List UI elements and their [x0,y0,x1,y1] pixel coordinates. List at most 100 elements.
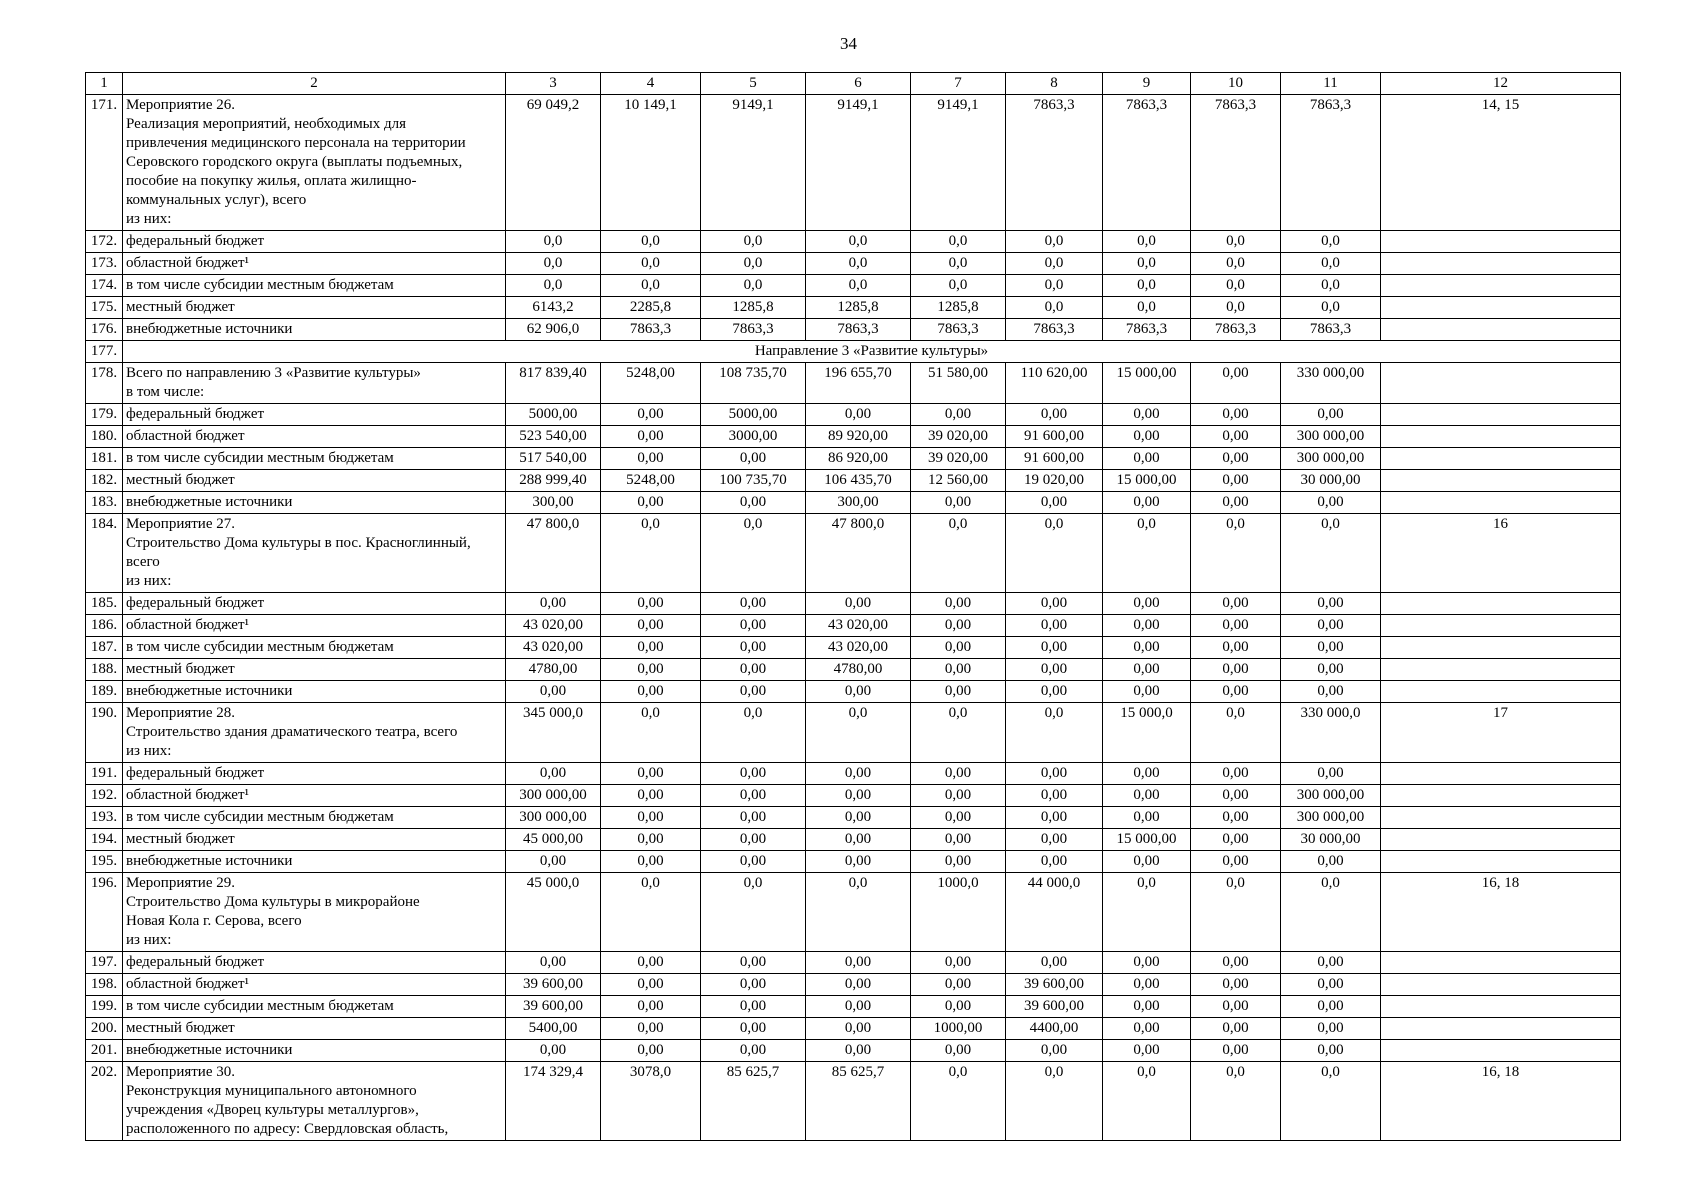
value-cell: 39 600,00 [1005,973,1103,996]
note-cell [1380,592,1621,615]
value-cell: 43 020,00 [505,614,601,637]
row-number: 172. [85,230,123,253]
note-cell [1380,318,1621,341]
value-cell: 47 800,0 [805,513,911,593]
value-cell: 0,00 [1102,995,1191,1018]
value-cell: 288 999,40 [505,469,601,492]
value-cell: 0,0 [600,513,701,593]
value-cell: 0,00 [1102,592,1191,615]
value-cell: 0,00 [1102,425,1191,448]
table-row: 200. местный бюджет 5400,00 0,00 0,00 0,00 100… [85,1017,1621,1040]
value-cell: 0,00 [1102,658,1191,681]
value-cell: 1000,0 [910,872,1006,952]
value-cell: 0,0 [600,252,701,275]
row-label: местный бюджет [122,1017,506,1040]
table-row: 198. областной бюджет¹ 39 600,00 0,00 0,00 0,… [85,973,1621,996]
value-cell: 43 020,00 [805,614,911,637]
value-cell: 0,00 [600,491,701,514]
value-cell: 0,0 [600,872,701,952]
value-cell: 0,00 [1005,491,1103,514]
label-line: в том числе субсидии местным бюджетам [126,450,394,466]
row-number: 185. [85,592,123,615]
row-number: 184. [85,513,123,593]
column-header: 12 [1380,72,1621,95]
value-cell: 0,00 [700,850,806,873]
value-cell: 91 600,00 [1005,447,1103,470]
value-cell: 0,00 [1102,636,1191,659]
table-row: 185. федеральный бюджет 0,00 0,00 0,00 0,00 0,… [85,592,1621,615]
value-cell: 0,0 [910,702,1006,763]
column-header: 3 [505,72,601,95]
value-cell: 0,0 [910,1061,1006,1141]
table-header-row: 1 2 3 4 5 6 7 8 9 10 11 12 [85,72,1621,95]
note-cell [1380,1039,1621,1062]
label-line: федеральный бюджет [126,595,265,611]
row-label: областной бюджет¹ [122,784,506,807]
value-cell: 0,00 [1005,592,1103,615]
value-cell: 0,00 [805,1039,911,1062]
value-cell: 45 000,0 [505,872,601,952]
note-cell: 16, 18 [1380,872,1621,952]
row-label: федеральный бюджет [122,592,506,615]
value-cell: 5248,00 [600,362,701,404]
row-label: федеральный бюджет [122,230,506,253]
note-cell [1380,296,1621,319]
label-line: расположенного по адресу: Свердловская о… [126,1121,449,1137]
note-cell [1380,447,1621,470]
value-cell: 0,0 [1190,274,1281,297]
value-cell: 0,00 [805,403,911,426]
value-cell: 0,00 [600,951,701,974]
value-cell: 0,0 [1280,274,1381,297]
value-cell: 1285,8 [805,296,911,319]
value-cell: 0,00 [700,806,806,829]
row-number: 171. [85,94,123,231]
value-cell: 0,00 [600,1039,701,1062]
note-cell [1380,762,1621,785]
value-cell: 0,00 [1102,447,1191,470]
value-cell: 0,00 [805,762,911,785]
value-cell: 0,00 [1190,806,1281,829]
table-row: 173. областной бюджет¹ 0,0 0,0 0,0 0,0 0,0 0,0 0… [85,252,1621,275]
row-label: внебюджетные источники [122,491,506,514]
value-cell: 0,00 [700,973,806,996]
row-number: 195. [85,850,123,873]
row-label: местный бюджет [122,828,506,851]
row-label: федеральный бюджет [122,951,506,974]
value-cell: 0,00 [700,1017,806,1040]
value-cell: 0,00 [910,995,1006,1018]
value-cell: 86 920,00 [805,447,911,470]
value-cell: 0,00 [910,784,1006,807]
value-cell: 196 655,70 [805,362,911,404]
row-number: 174. [85,274,123,297]
table-row: 199. в том числе субсидии местным бюджета… [85,995,1621,1018]
value-cell: 0,00 [1190,491,1281,514]
table-row: 187. в том числе субсидии местным бюджета… [85,636,1621,659]
label-line: в том числе субсидии местным бюджетам [126,639,394,655]
row-label: внебюджетные источники [122,680,506,703]
value-cell: 10 149,1 [600,94,701,231]
value-cell: 0,00 [1190,680,1281,703]
value-cell: 300 000,00 [1280,425,1381,448]
value-cell: 0,00 [600,425,701,448]
row-label: в том числе субсидии местным бюджетам [122,447,506,470]
row-label: областной бюджет [122,425,506,448]
value-cell: 0,00 [600,403,701,426]
table-row: 176. внебюджетные источники 62 906,0 7863,3… [85,318,1621,341]
page-number: 34 [840,34,857,53]
note-cell [1380,491,1621,514]
value-cell: 0,00 [1102,806,1191,829]
column-header: 10 [1190,72,1281,95]
label-line: Серовского городского округа (выплаты по… [126,154,463,170]
row-number: 188. [85,658,123,681]
row-label: областной бюджет¹ [122,252,506,275]
value-cell: 0,00 [1102,1039,1191,1062]
value-cell: 0,00 [1280,403,1381,426]
value-cell: 39 600,00 [1005,995,1103,1018]
label-line: из них: [126,743,172,759]
value-cell: 0,0 [1190,513,1281,593]
note-cell [1380,973,1621,996]
row-label: внебюджетные источники [122,1039,506,1062]
value-cell: 0,0 [1005,296,1103,319]
value-cell: 0,00 [805,806,911,829]
label-line: Строительство здания драматического теат… [126,724,458,740]
